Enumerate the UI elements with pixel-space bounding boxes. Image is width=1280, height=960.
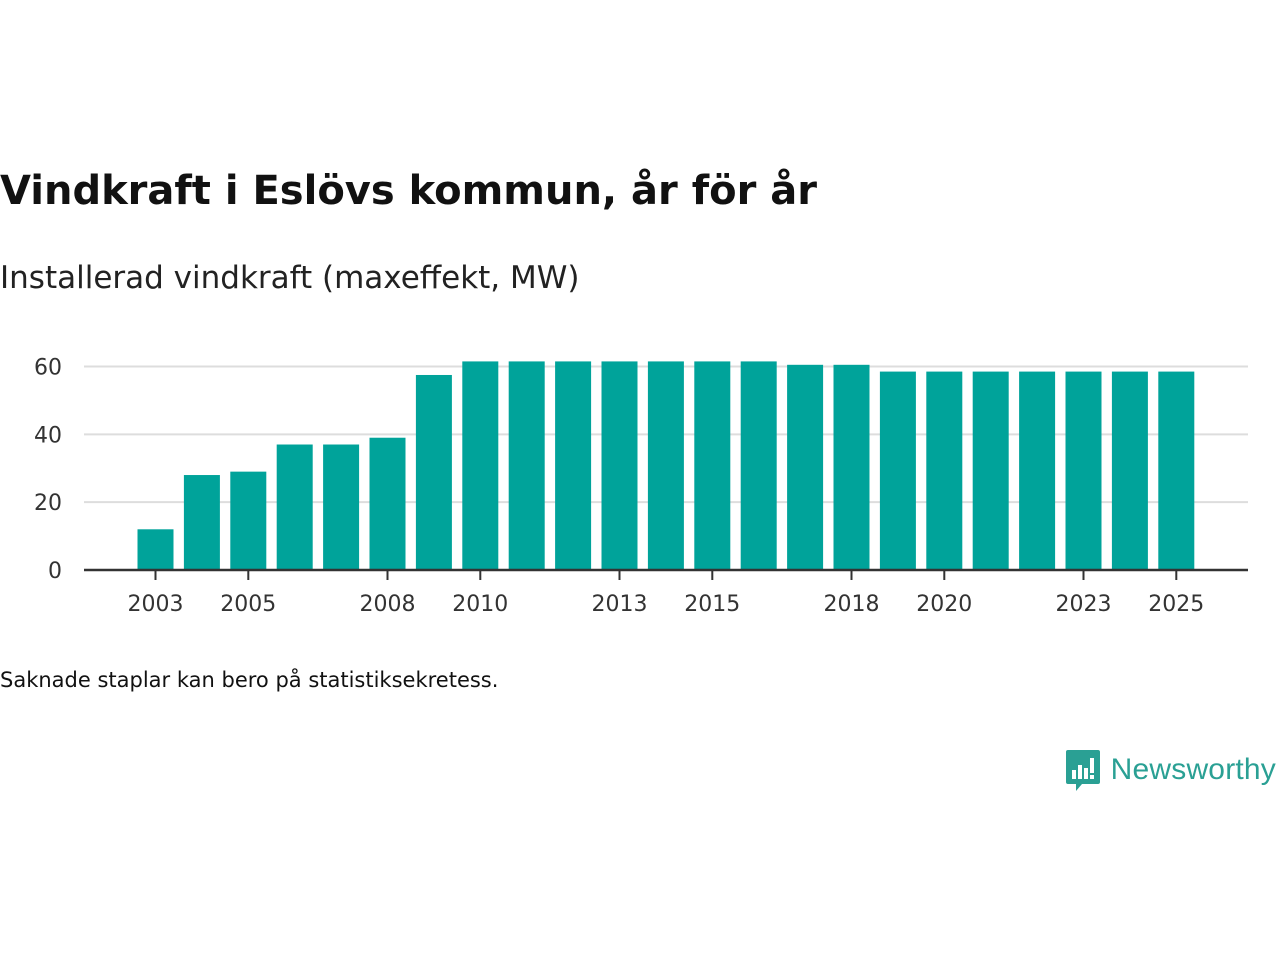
footnote: Saknade staplar kan bero på statistiksek… bbox=[0, 668, 499, 692]
bar-2010 bbox=[462, 361, 499, 570]
bar-2004 bbox=[183, 475, 220, 570]
x-tick-label: 2018 bbox=[824, 592, 880, 617]
x-tick-label: 2020 bbox=[916, 592, 972, 617]
x-tick-label: 2013 bbox=[592, 592, 648, 617]
x-tick-label: 2015 bbox=[684, 592, 740, 617]
bar-2008 bbox=[369, 437, 406, 570]
chart-subtitle: Installerad vindkraft (maxeffekt, MW) bbox=[0, 260, 580, 296]
x-tick-label: 2003 bbox=[128, 592, 184, 617]
y-tick-label: 60 bbox=[34, 356, 62, 381]
bar-2016 bbox=[740, 361, 777, 570]
newsworthy-logo-icon bbox=[1065, 750, 1100, 791]
bar-2019 bbox=[879, 371, 916, 570]
bars bbox=[137, 361, 1195, 570]
bar-2025 bbox=[1158, 371, 1195, 570]
x-tick-label: 2010 bbox=[452, 592, 508, 617]
bar-2014 bbox=[647, 361, 684, 570]
y-axis-ticks: 0 20 40 60 bbox=[34, 356, 62, 585]
chart-title: Vindkraft i Eslövs kommun, år för år bbox=[0, 168, 817, 214]
y-tick-label: 40 bbox=[34, 423, 62, 448]
bar-2018 bbox=[833, 364, 870, 570]
bar-2017 bbox=[787, 364, 824, 570]
brand-logo: Newsworthy bbox=[1065, 748, 1276, 792]
bar-2003 bbox=[137, 529, 174, 570]
bar-2013 bbox=[601, 361, 638, 570]
bar-2007 bbox=[323, 444, 360, 570]
bar-2023 bbox=[1065, 371, 1102, 570]
bar-2021 bbox=[972, 371, 1009, 570]
brand-name: Newsworthy bbox=[1110, 753, 1276, 786]
x-tick-label: 2005 bbox=[220, 592, 276, 617]
x-tick-label: 2025 bbox=[1148, 592, 1204, 617]
bar-2012 bbox=[555, 361, 592, 570]
bar-2011 bbox=[508, 361, 545, 570]
bar-2009 bbox=[415, 374, 452, 570]
x-axis-ticks: 2003 2005 2008 2010 2013 2015 2018 2020 2023 2025 bbox=[128, 570, 1204, 617]
x-tick-label: 2023 bbox=[1056, 592, 1112, 617]
y-tick-label: 0 bbox=[48, 559, 62, 584]
bar-2024 bbox=[1111, 371, 1148, 570]
y-tick-label: 20 bbox=[34, 491, 62, 516]
x-tick-label: 2008 bbox=[360, 592, 416, 617]
bar-2006 bbox=[276, 444, 313, 570]
bar-2020 bbox=[926, 371, 963, 570]
bar-2022 bbox=[1019, 371, 1056, 570]
bar-chart: 0 20 40 60 2003 2005 2008 2010 2013 2015 2018 2020… bbox=[34, 356, 1248, 617]
bar-2015 bbox=[694, 361, 731, 570]
bar-2005 bbox=[230, 471, 267, 570]
